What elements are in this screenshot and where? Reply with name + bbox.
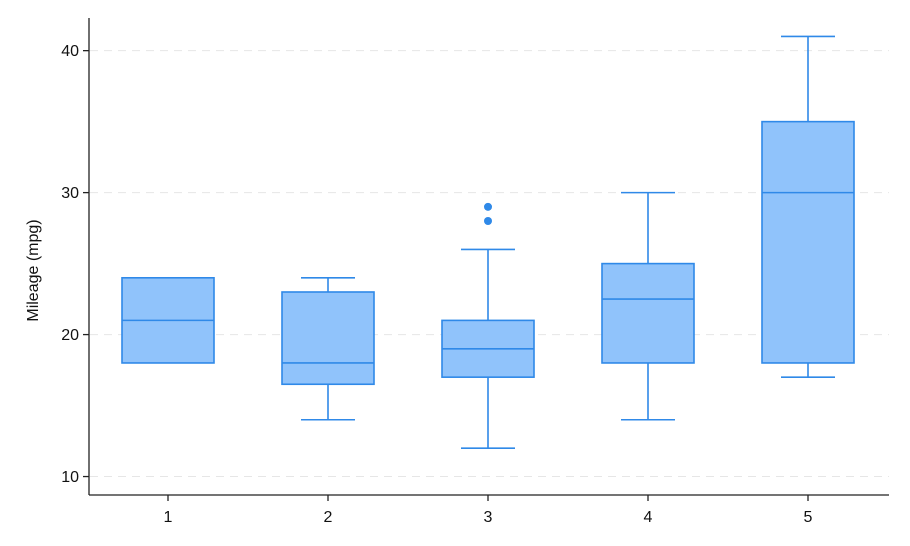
axes [88,18,889,496]
x-tick-label-2: 2 [324,509,333,526]
x-tick-label-4: 4 [644,509,653,526]
y-axis-title: Mileage (mpg) [25,219,42,321]
box-iqr-4 [601,262,695,364]
box-3 [441,202,535,449]
x-tick-label-3: 3 [484,509,493,526]
x-tick-label-5: 5 [804,509,813,526]
box-4 [601,191,695,421]
outlier-point-3-0 [484,217,492,226]
grid-lines [90,50,889,478]
box-1 [121,276,215,364]
outlier-point-3-1 [484,202,492,211]
y-tick-label-20: 20 [61,327,79,344]
y-tick-label-30: 30 [61,185,79,202]
x-axis-ticks: 1 2 3 4 5 [164,495,813,526]
y-tick-label-10: 10 [61,469,79,486]
box-5 [761,35,855,378]
box-iqr-5 [761,120,855,364]
y-axis-ticks: 10 20 30 40 [61,43,89,486]
x-tick-label-1: 1 [164,509,173,526]
boxes [121,35,855,449]
box-2 [281,276,375,421]
box-iqr-2 [281,291,375,386]
y-tick-label-40: 40 [61,43,79,60]
